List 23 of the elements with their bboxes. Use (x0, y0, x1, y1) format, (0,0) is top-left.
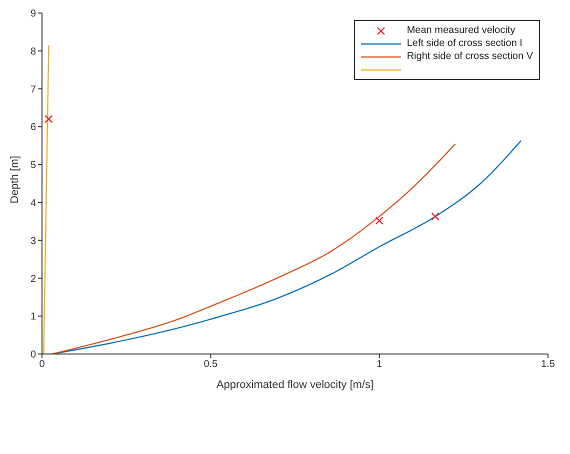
x-tick-label: 0.5 (204, 359, 218, 370)
y-tick-label: 7 (30, 84, 36, 96)
y-tick-label: 6 (30, 122, 36, 134)
y-tick-label: 2 (30, 274, 36, 285)
point (44, 114, 53, 124)
y-tick-label: 4 (30, 198, 36, 209)
line-series (52, 143, 456, 354)
legend-label: Right side of cross section V (406, 51, 533, 62)
x-tick-label: 0 (39, 359, 46, 370)
y-tick-label: 5 (30, 160, 36, 172)
y-tick-label: 8 (30, 46, 36, 58)
point (431, 212, 440, 221)
point (375, 216, 384, 225)
x-tick-label: 1.5 (541, 359, 556, 370)
y-tick-label: 9 (30, 8, 36, 20)
y-axis-title: Depth [m] (8, 156, 21, 204)
y-tick-label: 1 (30, 312, 36, 323)
x-tick-label: 1 (376, 359, 383, 370)
y-tick-label: 3 (30, 236, 36, 247)
legend-label: Left side of cross section I (406, 38, 522, 49)
y-tick-label: 0 (30, 350, 36, 361)
x-axis-title: Approximated flow velocity [m/s] (216, 379, 374, 391)
legend-label: Mean measured velocity (406, 25, 516, 36)
